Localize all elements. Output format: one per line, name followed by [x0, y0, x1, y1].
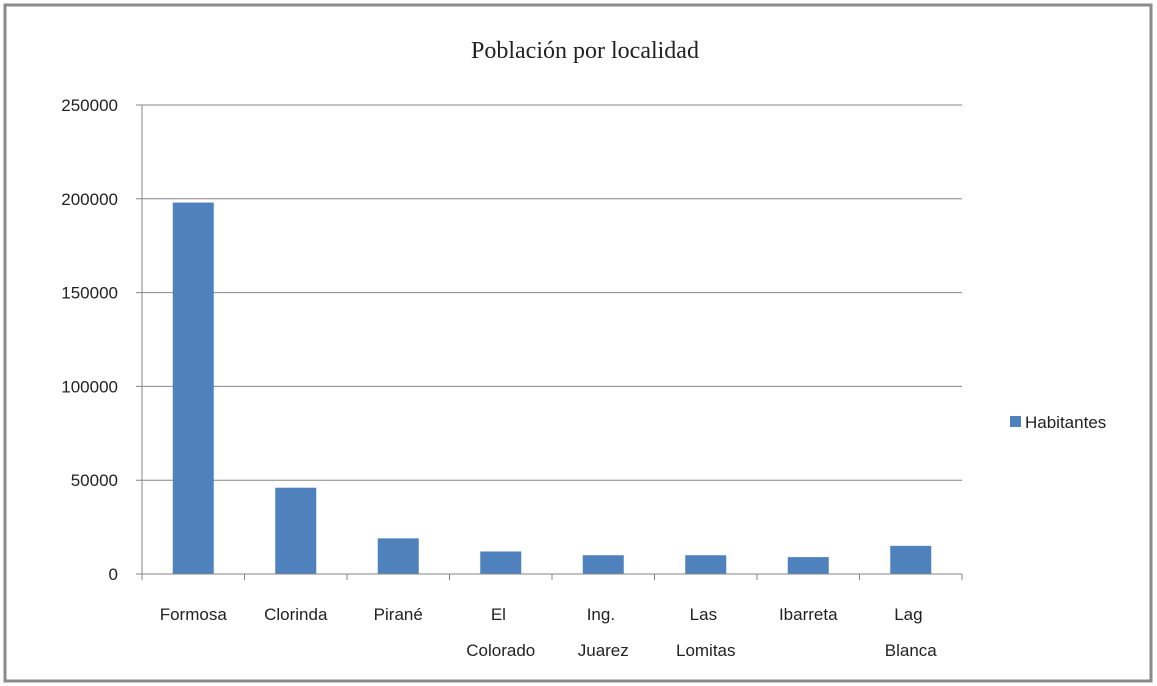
y-tick-label: 50000: [71, 471, 118, 490]
legend-label: Habitantes: [1025, 413, 1106, 432]
x-tick-label: Lag Blanca: [885, 605, 938, 660]
x-tick-label: Clorinda: [264, 605, 328, 624]
bar: [480, 551, 522, 574]
x-tick-label: Pirané: [374, 605, 423, 624]
y-tick-label: 100000: [61, 377, 118, 396]
bar: [377, 538, 419, 574]
x-tick-label: Formosa: [160, 605, 228, 624]
bar: [890, 545, 932, 574]
bar: [582, 555, 624, 574]
y-tick-label: 250000: [61, 96, 118, 115]
legend-swatch: [1010, 416, 1021, 427]
x-tick-label: Ibarreta: [779, 605, 838, 624]
y-tick-label: 0: [109, 565, 118, 584]
bar: [172, 202, 214, 574]
chart-title: Población por localidad: [471, 38, 699, 64]
y-tick-label: 200000: [61, 190, 118, 209]
x-tick-label: Ing. Juarez: [578, 605, 629, 660]
x-tick-label: Las Lomitas: [676, 605, 736, 660]
bar: [787, 557, 829, 574]
y-tick-label: 150000: [61, 284, 118, 303]
bar: [685, 555, 727, 574]
bar: [275, 487, 317, 574]
x-tick-label: El Colorado: [466, 605, 535, 660]
